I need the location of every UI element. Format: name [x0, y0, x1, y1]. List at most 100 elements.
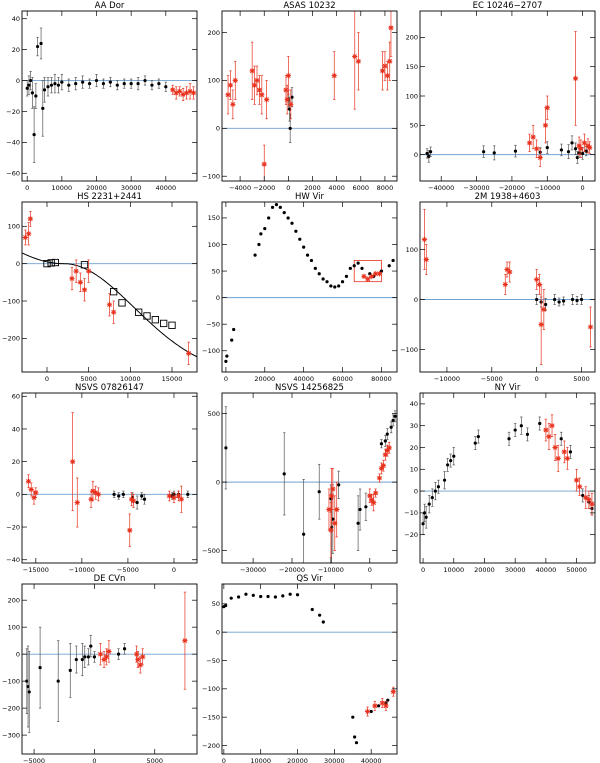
y-tick-label: −200 [202, 742, 220, 750]
series-squares [43, 258, 176, 329]
data-point [559, 437, 563, 441]
y-tick-label: 100 [208, 77, 220, 85]
star-marker [175, 493, 182, 499]
y-tick-label: −200 [2, 335, 20, 343]
y-tick-label: 0 [16, 260, 20, 268]
data-point [535, 297, 539, 302]
y-tick-label: −20 [6, 523, 20, 531]
y-tick-label: 0 [414, 151, 418, 159]
x-tick-label: −5000 [23, 757, 45, 763]
star-marker [378, 465, 385, 472]
star-marker [379, 68, 386, 74]
y-tick-label: −150 [202, 713, 220, 721]
x-tick-label: −15000 [23, 566, 49, 574]
star-marker [283, 87, 289, 93]
x-tick-label: 10000 [52, 184, 73, 192]
data-point [32, 133, 36, 137]
star-marker [284, 96, 290, 103]
data-point [473, 441, 477, 445]
plot-area [222, 406, 397, 563]
star-marker [88, 496, 94, 502]
chart-title: NSVS 14256825 [275, 383, 344, 393]
y-tick-label: 100 [406, 246, 418, 254]
star-marker [137, 662, 143, 668]
star-marker [384, 73, 390, 79]
star-marker [225, 92, 231, 98]
star-marker [361, 273, 367, 279]
star-marker [372, 703, 378, 709]
x-tick-label: 4000 [328, 184, 345, 192]
star-marker [93, 490, 99, 496]
star-marker [261, 161, 267, 167]
y-tick-label: 200 [406, 34, 418, 42]
star-marker [423, 256, 429, 263]
x-tick-label: 6000 [353, 184, 370, 192]
chart-title: DE CVn [94, 574, 126, 584]
chart-panel: DE CVn −5000 0 5000 −300 −200 −100 0 100 200 [2, 574, 198, 763]
data-point [430, 496, 434, 500]
star-marker [587, 324, 594, 330]
data-point [525, 432, 530, 437]
star-marker [534, 146, 540, 152]
data-point [27, 690, 31, 694]
data-point [86, 655, 90, 659]
data-point [259, 594, 263, 599]
y-tick-label: 0 [414, 296, 418, 304]
x-tick-label: −10000 [318, 566, 344, 574]
data-point [273, 595, 278, 599]
data-point [140, 494, 144, 498]
series-red [421, 209, 594, 365]
y-tick-label: 0 [216, 294, 220, 302]
data-point [557, 300, 561, 304]
x-tick-label: 30000 [324, 757, 345, 763]
star-marker [561, 449, 567, 455]
star-marker [288, 101, 294, 107]
data-point [135, 500, 139, 505]
data-point [452, 454, 456, 458]
y-tick-label: 0 [216, 125, 220, 133]
data-point [89, 644, 93, 648]
star-marker [73, 268, 79, 274]
series-red [25, 412, 184, 548]
x-tick-label: 0 [286, 184, 290, 192]
x-tick-label: 30000 [505, 566, 526, 574]
x-tick-label: 60000 [332, 375, 353, 383]
plot-area [222, 203, 397, 363]
star-marker [178, 496, 184, 502]
x-tick-label: 20000 [254, 375, 275, 383]
y-tick-label: 500 [208, 410, 220, 418]
data-point [257, 242, 261, 247]
data-point [229, 596, 233, 600]
series-red [225, 11, 394, 181]
x-tick-label: −5000 [117, 566, 139, 574]
series-black [535, 294, 584, 311]
star-marker [74, 499, 80, 506]
series-black [425, 135, 588, 164]
square-marker [143, 312, 151, 320]
star-marker [22, 234, 28, 241]
star-marker [530, 134, 536, 140]
chart-panel: NSVS 14256825 −30000 −20000 −10000 0 −500 0 500 [202, 383, 398, 574]
y-tick-label: −100 [202, 347, 220, 355]
data-point [369, 709, 373, 714]
star-marker [544, 105, 550, 111]
y-tick-label: −100 [2, 297, 20, 305]
y-tick-label: 100 [8, 223, 20, 231]
plot-area [222, 11, 397, 181]
model-curve [22, 252, 197, 358]
data-point [575, 155, 579, 160]
data-point [115, 83, 119, 87]
y-tick-label: −40 [6, 556, 20, 564]
data-point [427, 502, 431, 506]
data-point [387, 264, 391, 268]
star-marker [526, 140, 533, 146]
star-marker [578, 146, 584, 152]
data-point [449, 458, 453, 463]
star-marker [552, 444, 558, 451]
x-tick-label: −4000 [229, 184, 251, 192]
star-marker [182, 638, 188, 644]
data-point [513, 149, 518, 153]
data-point [290, 95, 294, 99]
star-marker [382, 452, 388, 458]
data-point [53, 82, 57, 86]
